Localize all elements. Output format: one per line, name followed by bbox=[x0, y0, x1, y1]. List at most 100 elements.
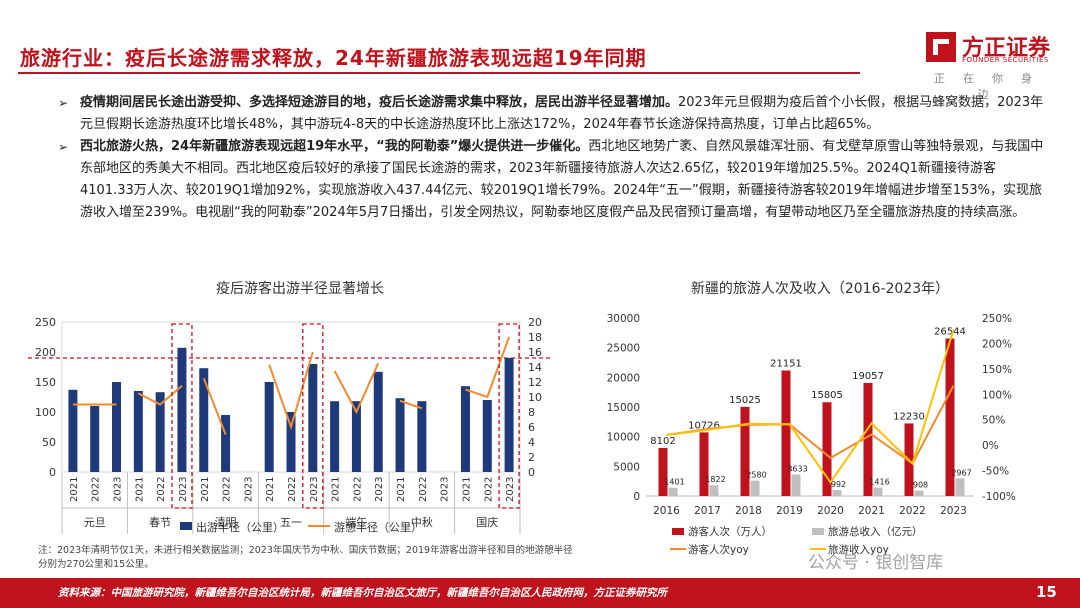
line-recreation-radius bbox=[268, 351, 314, 431]
y-right-tick-label: 200% bbox=[982, 338, 1012, 350]
x-tick-label: 2022 bbox=[483, 477, 494, 502]
arrow-bullet-icon: ➢ bbox=[58, 140, 69, 154]
bar-visitors bbox=[740, 406, 750, 496]
legend-label-recreation: 游憩半径（公里） bbox=[334, 520, 422, 534]
logo-slogan: 正在你身边 bbox=[934, 72, 1050, 101]
data-label-revenue: 2580 bbox=[746, 471, 766, 480]
footnote: 注：2023年清明节仅1天，未进行相关数据监测；2023年国庆节为中秋、国庆节数… bbox=[38, 545, 573, 570]
bar-outbound-radius bbox=[460, 386, 470, 472]
bar-visitors bbox=[945, 338, 955, 496]
bar-outbound-radius bbox=[395, 398, 405, 472]
line-recreation-radius bbox=[137, 385, 183, 406]
y-right-tick-label: 8 bbox=[528, 406, 535, 419]
bar-outbound-radius bbox=[264, 382, 274, 472]
x-tick-label: 2022 bbox=[899, 505, 926, 517]
page-title: 旅游行业：疫后长途游需求释放，24年新疆旅游表现远超19年同期 bbox=[20, 46, 647, 70]
x-tick-label: 2020 bbox=[817, 505, 844, 517]
data-label-visitors: 21151 bbox=[770, 359, 802, 370]
bar-revenue bbox=[832, 490, 842, 496]
data-label-revenue: 1416 bbox=[869, 478, 889, 487]
bar-outbound-radius bbox=[417, 401, 427, 472]
y-left-tick-label: 5000 bbox=[613, 461, 640, 473]
legend-label-visitors-yoy: 游客人次yoy bbox=[688, 543, 749, 556]
legend-label-revenue: 旅游总收入（亿元） bbox=[828, 525, 923, 538]
group-label: 五一 bbox=[280, 516, 302, 529]
y-left-tick-label: 25000 bbox=[607, 343, 640, 355]
y-left-tick-label: 20000 bbox=[607, 372, 640, 384]
legend-label-outbound: 出游半径（公里） bbox=[196, 520, 284, 534]
data-label-revenue: 1401 bbox=[664, 478, 684, 487]
data-label-revenue: 908 bbox=[913, 481, 928, 490]
logo-subtext: FOUNDER SECURITIES bbox=[962, 56, 1049, 64]
x-tick-label: 2021 bbox=[265, 477, 276, 502]
y-left-tick-label: 100 bbox=[35, 406, 56, 419]
y-left-tick-label: 250 bbox=[35, 316, 56, 329]
data-label-visitors: 8102 bbox=[650, 436, 675, 447]
y-right-tick-label: 10 bbox=[528, 391, 542, 404]
y-right-tick-label: 0 bbox=[528, 466, 535, 479]
bar-outbound-radius bbox=[373, 371, 383, 472]
logo-text: 方正证券 bbox=[962, 36, 1051, 61]
data-label-revenue: 992 bbox=[831, 480, 846, 489]
x-tick-label: 2021 bbox=[200, 477, 211, 502]
y-left-tick-label: 50 bbox=[42, 436, 56, 449]
data-label-visitors: 10726 bbox=[688, 420, 720, 431]
bar-outbound-radius bbox=[68, 389, 78, 472]
data-label-revenue: 1822 bbox=[705, 475, 725, 484]
y-right-tick-label: -50% bbox=[982, 466, 1009, 478]
data-label-visitors: 26544 bbox=[934, 327, 966, 338]
line-recreation-radius bbox=[333, 362, 380, 415]
x-tick-label: 2023 bbox=[113, 477, 124, 502]
y-right-tick-label: -100% bbox=[982, 491, 1016, 503]
bar-revenue bbox=[791, 474, 801, 496]
x-tick-label: 2021 bbox=[331, 477, 342, 502]
group-label: 端午 bbox=[345, 516, 367, 529]
data-label-revenue: 2967 bbox=[951, 468, 971, 477]
group-label: 清明 bbox=[215, 516, 237, 529]
chart-title-xinjiang: 新疆的旅游人次及收入（2016-2023年） bbox=[690, 281, 950, 297]
bar-visitors bbox=[863, 382, 873, 496]
x-tick-label: 2023 bbox=[243, 477, 254, 502]
bullet-body: 西北地区地势广袤、自然风景雄浑壮丽、有戈壁草原雪山等独特景观，与我国中东部地区的… bbox=[80, 139, 1044, 220]
bar-revenue bbox=[914, 490, 924, 496]
bar-outbound-radius bbox=[133, 391, 143, 472]
x-tick-label: 2022 bbox=[418, 477, 429, 502]
bar-revenue bbox=[955, 478, 965, 496]
line-recreation-radius bbox=[399, 399, 423, 410]
group-label: 元旦 bbox=[84, 516, 106, 529]
xinjiang-chart: 0 5000 10000 15000 20000 25000 30000 -100% -50% 0… bbox=[607, 313, 1016, 556]
bar-visitors bbox=[658, 447, 668, 496]
y-right-tick-label: 6 bbox=[528, 421, 535, 434]
bar-outbound-radius bbox=[155, 392, 165, 472]
bar-visitors bbox=[699, 432, 709, 496]
legend-label-visitors: 游客人次（万人） bbox=[688, 525, 772, 538]
bullet-item: ➢ 西北旅游火热，24年新疆旅游表现远超19年水平，“我的阿勒泰”爆火提供进一步… bbox=[58, 136, 1048, 224]
y-right-tick-label: 4 bbox=[528, 436, 535, 449]
y-left-tick-label: 10000 bbox=[607, 432, 640, 444]
y-right-tick-label: 100% bbox=[982, 389, 1012, 401]
y-right-tick-label: 2 bbox=[528, 451, 535, 464]
bar-outbound-radius bbox=[112, 382, 122, 472]
bar-outbound-radius bbox=[482, 400, 492, 472]
bar-outbound-radius bbox=[286, 412, 296, 472]
bar-outbound-radius bbox=[90, 406, 100, 472]
arrow-bullet-icon: ➢ bbox=[58, 96, 69, 110]
line-revenue-yoy bbox=[666, 329, 955, 485]
bar-revenue bbox=[709, 485, 719, 496]
y-right-tick-label: 0% bbox=[982, 440, 999, 452]
x-tick-label: 2022 bbox=[222, 477, 233, 502]
highlight-box bbox=[302, 323, 324, 509]
x-tick-label: 2021 bbox=[134, 477, 145, 502]
data-label-revenue: 3633 bbox=[787, 464, 807, 473]
bar-outbound-radius bbox=[330, 401, 340, 472]
radius-chart: 0 50 100 150 200 250 0 2 4 6 8 10 12 14 16 18 20 2021 2022… bbox=[28, 316, 550, 534]
bar-outbound-radius bbox=[351, 401, 361, 472]
bar-revenue bbox=[668, 487, 678, 496]
bullet-list: ➢ 疫情期间居民长途出游受抑、多选择短途游目的地，疫后长途游需求集中释放，居民出… bbox=[58, 92, 1048, 224]
y-right-tick-label: 20 bbox=[528, 316, 542, 329]
x-tick-label: 2022 bbox=[91, 477, 102, 502]
bar-outbound-radius bbox=[177, 347, 187, 472]
y-left-tick-label: 150 bbox=[35, 376, 56, 389]
x-tick-label: 2023 bbox=[309, 477, 320, 502]
x-tick-label: 2021 bbox=[396, 477, 407, 502]
